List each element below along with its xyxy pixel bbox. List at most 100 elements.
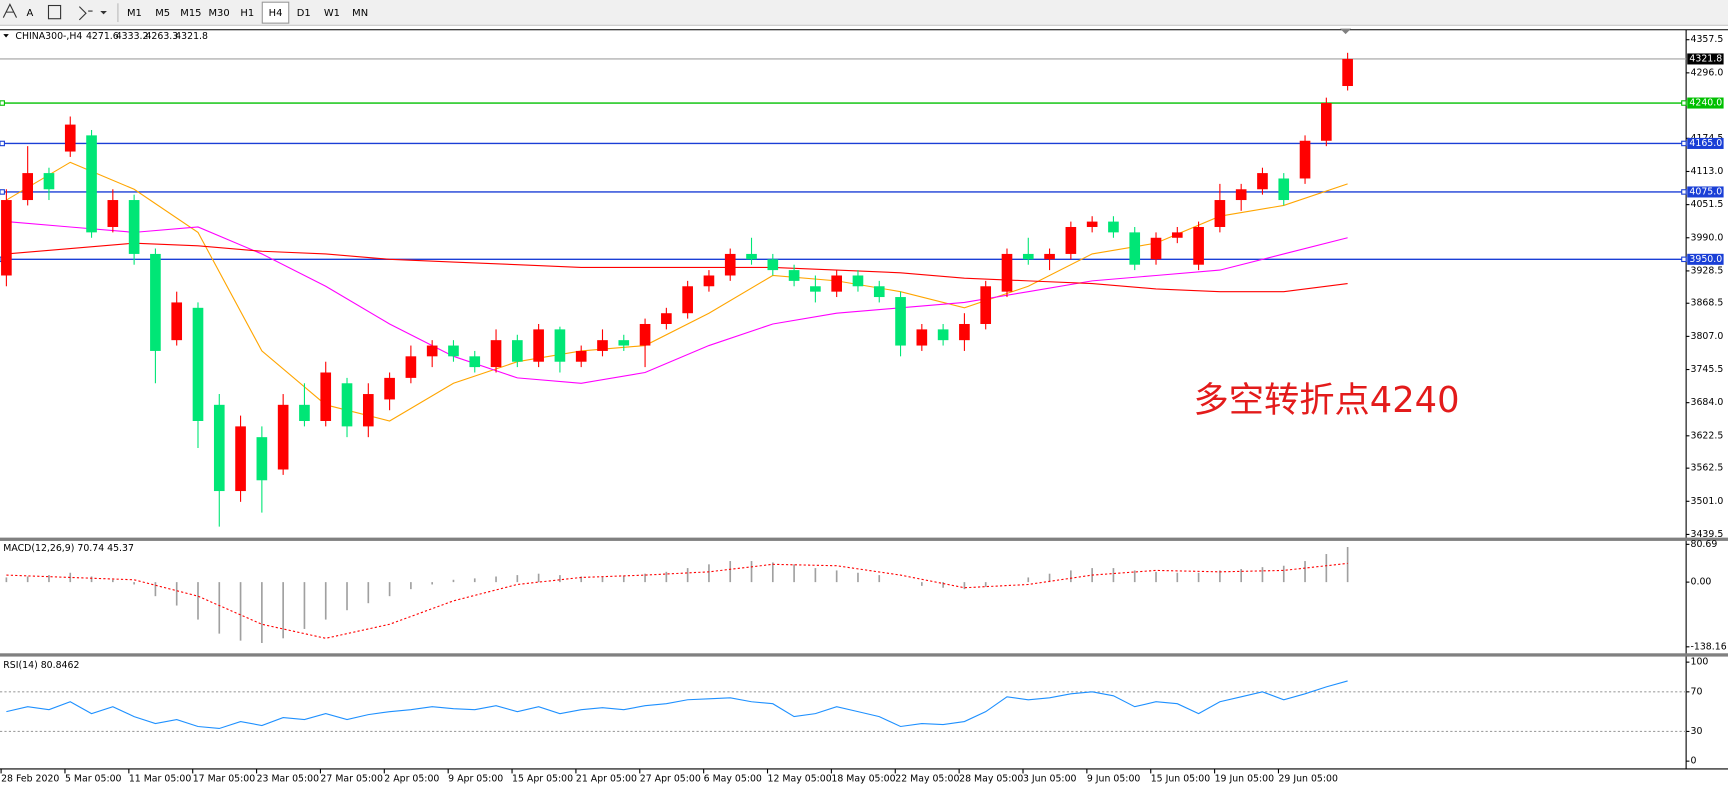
price-label-box (1687, 137, 1724, 149)
y-tick-label: 3745.5 (1691, 364, 1724, 375)
candle-body (490, 340, 502, 368)
candle-body (1257, 173, 1268, 190)
candle-body (1193, 226, 1204, 265)
x-tick-label: 22 May 05:00 (895, 773, 959, 784)
y-tick-label: 3990.0 (1691, 232, 1724, 243)
x-tick-label: 29 Jun 05:00 (1278, 773, 1338, 784)
line-handle[interactable] (0, 140, 5, 147)
period-active (261, 1, 290, 24)
font-button[interactable]: A (26, 8, 33, 19)
line-handle[interactable] (1681, 140, 1687, 147)
candle-body (22, 173, 33, 201)
moving-average (6, 221, 1348, 384)
period-button[interactable]: W1 (324, 8, 340, 19)
candle-body (341, 383, 353, 427)
price-label-box (1687, 253, 1724, 265)
x-tick-label: 17 Mar 05:00 (193, 773, 256, 784)
candle-body (1086, 221, 1098, 227)
period-button[interactable]: MN (352, 8, 368, 19)
candle-body (1108, 221, 1119, 233)
period-button[interactable]: H1 (240, 8, 254, 19)
separator-bar (0, 653, 1728, 657)
signal-line (6, 562, 1348, 639)
candle-body (724, 253, 736, 276)
candle-body (661, 313, 672, 324)
period-button[interactable]: M1 (127, 8, 142, 19)
chart-title: CHINA300-,H4 (15, 31, 82, 42)
candle-body (107, 200, 119, 227)
chart-menu[interactable] (3, 34, 9, 38)
x-tick-label: 28 May 05:00 (959, 773, 1023, 784)
y-tick-label: 70 (1691, 686, 1703, 697)
candle-body (980, 286, 992, 324)
x-tick-label: 9 Apr 05:00 (448, 773, 503, 784)
header-open: 4271.6 (86, 31, 119, 42)
y-tick-label: 3807.0 (1691, 331, 1724, 342)
moving-average (6, 242, 1348, 293)
candle-body (1022, 253, 1034, 260)
candle-body (1150, 237, 1162, 260)
period-button[interactable]: M5 (155, 8, 170, 19)
candle-body (426, 345, 438, 357)
price-label: 4075.0 (1689, 186, 1722, 197)
y-tick-label: 4051.5 (1691, 199, 1724, 210)
line-handle[interactable] (1681, 100, 1687, 106)
header-close: 4321.8 (175, 31, 208, 42)
candle-body (1, 200, 12, 276)
y-tick-label: -138.16 (1691, 641, 1727, 652)
candle-body (213, 404, 225, 492)
candle-body (1044, 253, 1055, 260)
x-tick-label: 9 Jun 05:00 (1087, 773, 1141, 784)
line-handle[interactable] (0, 100, 5, 106)
candle-body (873, 286, 885, 298)
period-button[interactable]: H4 (269, 8, 283, 19)
candle-body (1342, 58, 1353, 87)
candle-body (1129, 232, 1141, 265)
x-tick-label: 5 Mar 05:00 (65, 773, 122, 784)
period-button[interactable]: M30 (209, 8, 230, 19)
y-tick-label: 0 (1691, 756, 1697, 767)
candle-body (448, 345, 459, 357)
candle-body (1321, 103, 1332, 141)
rsi-line (6, 680, 1348, 730)
candle-body (384, 377, 395, 400)
y-tick-label: 100 (1691, 657, 1709, 668)
line-handle[interactable] (1681, 189, 1687, 195)
line-handle[interactable] (0, 189, 5, 195)
candle-body (533, 329, 544, 362)
candle-body (895, 297, 906, 346)
candle-body (86, 135, 97, 233)
x-tick-label: 28 Feb 2020 (1, 773, 59, 784)
candle-body (1235, 189, 1247, 201)
x-tick-label: 11 Mar 05:00 (129, 773, 192, 784)
dropdown[interactable] (100, 11, 107, 15)
rsi-label: RSI(14) 80.8462 (3, 660, 79, 671)
candle-body (554, 329, 566, 362)
candle-body (767, 259, 779, 271)
y-tick-label: 30 (1691, 726, 1703, 737)
candle-body (277, 404, 289, 470)
y-tick-label: 4357.5 (1691, 34, 1724, 45)
price-label: 4165.0 (1689, 138, 1722, 149)
candle-body (597, 340, 608, 351)
period-button[interactable]: D1 (297, 8, 311, 19)
candle-body (43, 173, 55, 190)
line-handle[interactable] (1681, 256, 1687, 263)
icon-line[interactable] (2, 3, 18, 18)
candle-body (192, 307, 204, 421)
candle-body (618, 340, 630, 346)
icon-arrows[interactable] (78, 6, 93, 21)
x-tick-label: 27 Apr 05:00 (640, 773, 701, 784)
candle-body (703, 275, 715, 287)
icon-text[interactable] (47, 4, 62, 20)
x-tick-label: 12 May 05:00 (768, 773, 832, 784)
candle-body (299, 404, 310, 421)
y-tick-label: 3622.5 (1691, 430, 1724, 441)
candle-body (128, 200, 140, 254)
y-tick-label: 3928.5 (1691, 265, 1724, 276)
x-tick-label: 23 Mar 05:00 (257, 773, 320, 784)
period-button[interactable]: M15 (180, 8, 201, 19)
candle-body (1278, 178, 1290, 201)
